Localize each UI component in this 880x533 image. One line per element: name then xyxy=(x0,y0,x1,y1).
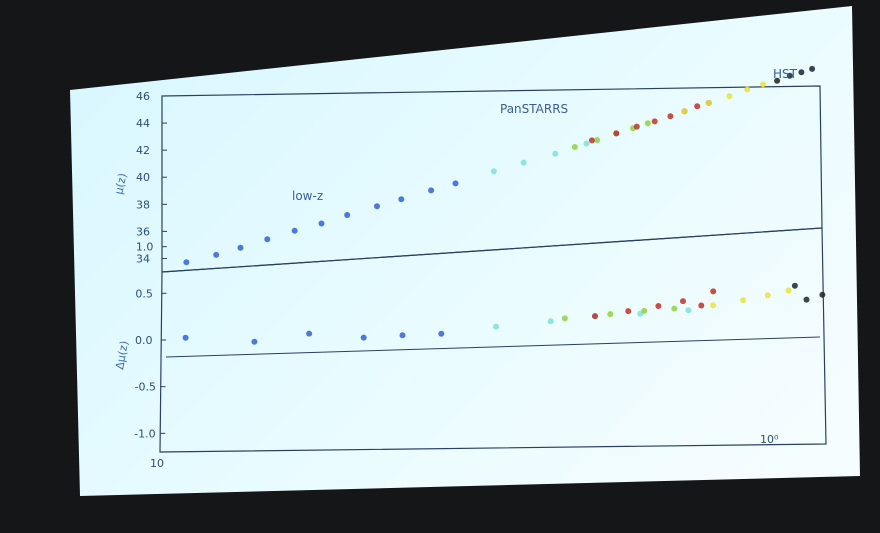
lower-point-s0-1 xyxy=(251,338,258,345)
upper-point-s0-10 xyxy=(452,180,459,187)
residual-zero-line xyxy=(165,336,821,358)
x-tick-label-left: 10 xyxy=(150,457,164,470)
lower-point-s3-1 xyxy=(625,308,632,315)
lower-point-s0-0 xyxy=(182,334,189,341)
upper-point-s1-1 xyxy=(520,159,527,166)
lower-y-tick-label-1: 0.5 xyxy=(135,287,153,300)
upper-y-tick-label-6: 46 xyxy=(136,90,150,103)
lower-y-axis-label: Δμ(z) xyxy=(113,340,131,371)
upper-point-s3-2 xyxy=(633,123,640,130)
panel-hubble-diagram: 34 36 38 40 42 44 46 μ(z) low-z PanSTARRS HST xyxy=(112,65,823,273)
upper-point-s0-1 xyxy=(213,251,220,258)
upper-y-tick-label-4: 42 xyxy=(136,144,150,157)
lower-point-s1-1 xyxy=(547,318,554,325)
upper-point-s5-3 xyxy=(809,65,816,72)
upper-y-tick-label-2: 38 xyxy=(136,198,150,211)
upper-panel-frame xyxy=(161,85,823,273)
upper-y-tick-label-5: 44 xyxy=(136,117,150,130)
lower-point-s0-5 xyxy=(438,330,445,337)
lower-point-s3-5 xyxy=(710,288,717,295)
upper-point-s4-4 xyxy=(760,81,766,88)
lower-point-s4-0 xyxy=(710,302,717,309)
lower-point-s2-3 xyxy=(671,305,678,312)
upper-y-tick-label-3: 40 xyxy=(136,171,150,184)
lower-point-s3-2 xyxy=(655,303,662,309)
lower-point-s3-3 xyxy=(680,298,686,305)
upper-point-s5-2 xyxy=(798,69,805,76)
lower-point-s5-1 xyxy=(803,296,810,303)
upper-point-s5-1 xyxy=(786,72,793,79)
lower-point-s0-2 xyxy=(306,330,313,337)
upper-point-s4-1 xyxy=(705,99,712,106)
upper-point-s3-1 xyxy=(613,130,620,137)
upper-point-s0-9 xyxy=(428,187,435,194)
upper-point-s4-2 xyxy=(726,93,733,100)
upper-point-s4-3 xyxy=(744,86,751,93)
upper-point-s2-0 xyxy=(571,144,578,150)
upper-point-s0-5 xyxy=(318,220,325,227)
upper-point-s4-0 xyxy=(681,108,688,115)
upper-y-axis-label: μ(z) xyxy=(112,172,129,196)
upper-point-s1-3 xyxy=(583,140,590,147)
lower-point-s1-0 xyxy=(493,323,499,330)
lower-point-s4-2 xyxy=(764,292,771,299)
upper-point-s0-7 xyxy=(374,203,380,210)
annotation-lowz: low-z xyxy=(292,189,323,203)
lower-point-s2-2 xyxy=(641,307,648,314)
upper-point-s0-8 xyxy=(398,196,405,203)
lower-point-s4-3 xyxy=(785,287,792,294)
annotation-panstarrs: PanSTARRS xyxy=(500,102,568,116)
lower-panel-frame xyxy=(159,227,827,453)
upper-point-s0-4 xyxy=(291,227,298,234)
upper-point-s1-2 xyxy=(552,150,559,157)
upper-point-s0-3 xyxy=(264,236,271,243)
x-tick-label-right: 10⁰ xyxy=(760,433,779,446)
lower-point-s5-2 xyxy=(819,291,826,298)
lower-y-tick-label-0: 1.0 xyxy=(136,241,154,254)
upper-point-s3-3 xyxy=(651,118,658,125)
upper-point-s3-0 xyxy=(588,137,595,144)
lower-point-s0-3 xyxy=(360,334,367,341)
lower-y-tick-label-2: 0.0 xyxy=(135,334,153,347)
upper-y-tick-label-0: 34 xyxy=(136,252,150,265)
upper-y-tick-label-1: 36 xyxy=(136,225,150,238)
upper-point-s2-1 xyxy=(594,137,601,144)
upper-point-s0-2 xyxy=(237,244,244,251)
lower-point-s0-4 xyxy=(399,332,406,339)
lower-y-tick-label-3: -0.5 xyxy=(135,381,156,394)
upper-point-s5-0 xyxy=(774,77,781,84)
upper-point-s0-6 xyxy=(344,212,351,218)
lower-point-s4-1 xyxy=(740,297,747,304)
lower-point-s1-4 xyxy=(685,307,692,314)
panel-residuals: 1.0 0.5 0.0 -0.5 -1.0 Δμ(z) 10 10⁰ xyxy=(113,227,827,470)
lower-y-tick-label-4: -1.0 xyxy=(134,427,155,440)
upper-point-s1-0 xyxy=(490,168,497,175)
upper-point-s3-4 xyxy=(667,113,674,120)
lower-point-s3-4 xyxy=(698,302,705,309)
upper-point-s3-6 xyxy=(694,103,701,110)
lower-point-s2-1 xyxy=(607,311,614,318)
lower-point-s2-0 xyxy=(561,315,568,322)
lower-point-s3-0 xyxy=(592,313,598,320)
upper-point-s2-4 xyxy=(644,120,651,127)
upper-point-s0-0 xyxy=(183,259,190,266)
lower-point-s5-0 xyxy=(791,282,798,289)
annotation-hst: HST xyxy=(773,67,798,81)
